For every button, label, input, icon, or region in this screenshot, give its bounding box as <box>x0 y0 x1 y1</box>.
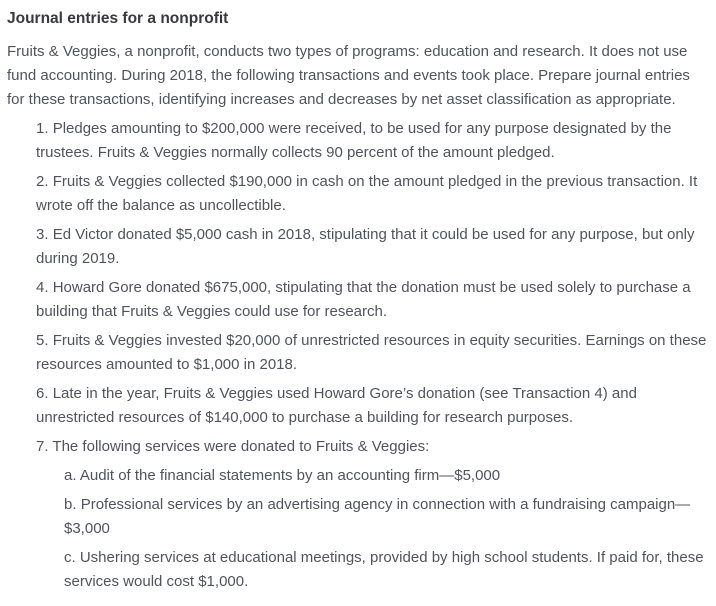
transaction-item-7: 7. The following services were donated t… <box>36 435 708 459</box>
item-number: 3. <box>36 226 49 244</box>
item-text: Fruits & Veggies collected $190,000 in c… <box>36 173 702 215</box>
item-text: Ed Victor donated $5,000 cash in 2018, s… <box>36 226 699 268</box>
transaction-item-5: 5. Fruits & Veggies invested $20,000 of … <box>36 329 708 377</box>
item-text: Pledges amounting to $200,000 were recei… <box>36 120 676 162</box>
subitem-letter: a. <box>64 467 77 485</box>
intro-text: Fruits & Veggies, a nonprofit, conducts … <box>7 43 695 109</box>
transaction-item-6: 6. Late in the year, Fruits & Veggies us… <box>36 382 708 430</box>
transaction-item-3: 3. Ed Victor donated $5,000 cash in 2018… <box>36 223 708 271</box>
intro-paragraph: Fruits & Veggies, a nonprofit, conducts … <box>7 40 708 112</box>
subitem-text: Ushering services at educational meeting… <box>64 549 708 591</box>
item-text: Howard Gore donated $675,000, stipulatin… <box>36 279 695 321</box>
item-number: 6. <box>36 385 49 403</box>
item-number: 7. <box>36 438 49 456</box>
item-text: Late in the year, Fruits & Veggies used … <box>36 385 642 427</box>
transaction-item-1: 1. Pledges amounting to $200,000 were re… <box>36 117 708 165</box>
item-number: 1. <box>36 120 49 138</box>
subitem-text: Audit of the financial statements by an … <box>79 467 501 485</box>
item-number: 2. <box>36 173 49 191</box>
subitem-letter: b. <box>64 496 77 514</box>
item-number: 4. <box>36 279 49 297</box>
transaction-subitem-7c: c. Ushering services at educational meet… <box>64 546 708 594</box>
page-title: Journal entries for a nonprofit <box>7 10 229 27</box>
transaction-subitem-7a: a. Audit of the financial statements by … <box>64 464 708 488</box>
item-text: The following services were donated to F… <box>52 438 430 456</box>
item-text: Fruits & Veggies invested $20,000 of unr… <box>36 332 711 374</box>
item-number: 5. <box>36 332 49 350</box>
transaction-item-4: 4. Howard Gore donated $675,000, stipula… <box>36 276 708 324</box>
transaction-item-2: 2. Fruits & Veggies collected $190,000 i… <box>36 170 708 218</box>
subitem-letter: c. <box>64 549 76 567</box>
subitem-text: Professional services by an advertising … <box>64 496 691 538</box>
transaction-subitem-7b: b. Professional services by an advertisi… <box>64 493 708 541</box>
